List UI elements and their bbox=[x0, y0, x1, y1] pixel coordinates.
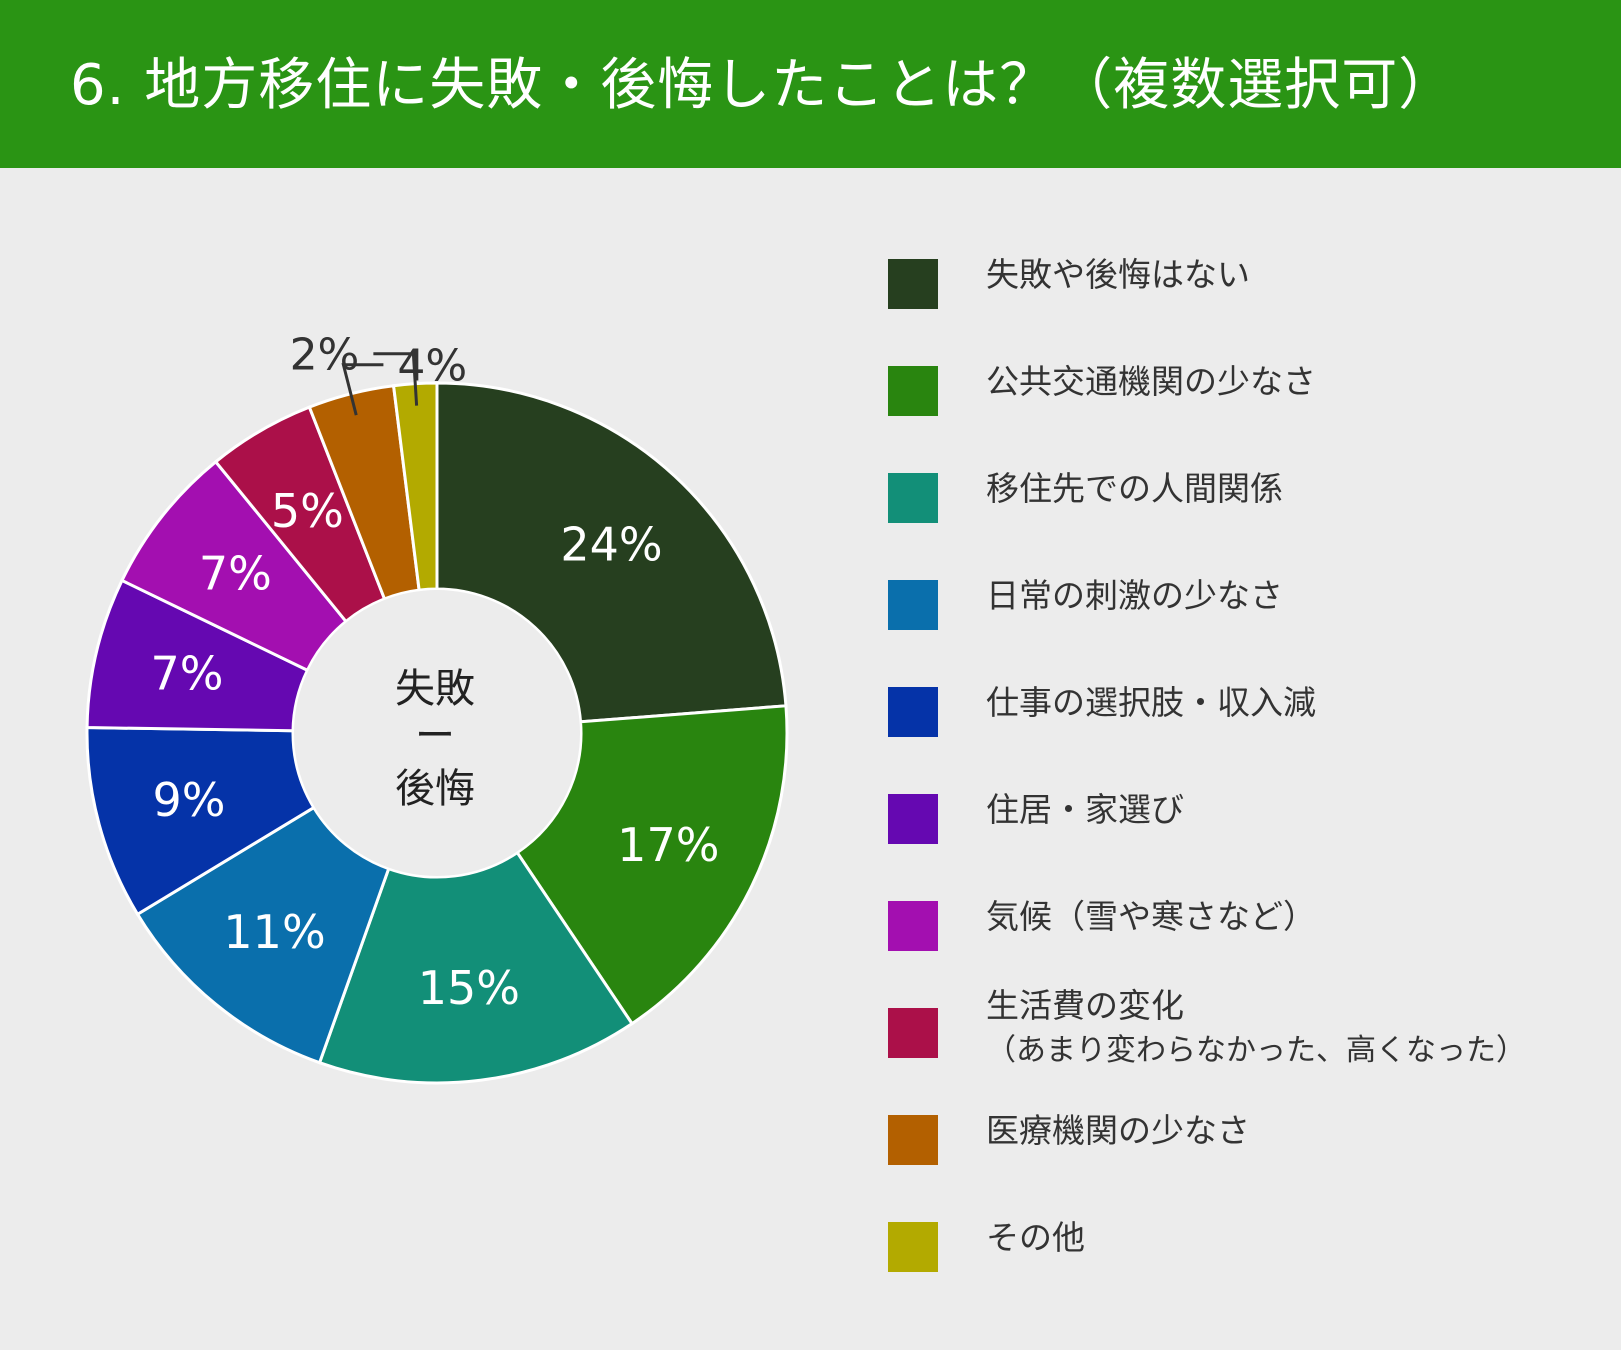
pie-slice-1 bbox=[435, 381, 788, 724]
slice-label-3: 15% bbox=[418, 961, 520, 1015]
legend-item: 気候（雪や寒さなど） bbox=[888, 897, 1588, 957]
legend-swatch bbox=[888, 901, 938, 951]
legend-label-note: （あまり変わらなかった、高くなった） bbox=[986, 1033, 1526, 1068]
legend-swatch bbox=[888, 366, 938, 416]
legend-label: 生活費の変化 bbox=[986, 986, 1184, 1025]
legend-swatch bbox=[888, 794, 938, 844]
legend-label: 失敗や後悔はない bbox=[986, 255, 1250, 294]
leader-line-9 bbox=[341, 363, 384, 416]
pie-slice-10 bbox=[391, 381, 439, 592]
slice-label-4: 11% bbox=[223, 905, 325, 959]
legend-label: 気候（雪や寒さなど） bbox=[986, 897, 1316, 936]
leader-line-10 bbox=[373, 352, 419, 406]
slice-label-7: 7% bbox=[199, 547, 272, 601]
pie-slice-3 bbox=[317, 850, 635, 1085]
legend-label: その他 bbox=[986, 1218, 1085, 1257]
header-bar: 6. 地方移住に失敗・後悔したことは？（複数選択可） bbox=[0, 0, 1621, 168]
legend-swatch bbox=[888, 259, 938, 309]
legend-item: 失敗や後悔はない bbox=[888, 255, 1588, 315]
slice-label-5: 9% bbox=[152, 773, 225, 827]
slice-label-8: 5% bbox=[271, 484, 344, 538]
legend-swatch bbox=[888, 687, 938, 737]
legend-label: 医療機関の少なさ bbox=[986, 1111, 1250, 1150]
pie-slice-2 bbox=[515, 704, 789, 1026]
legend-item: 生活費の変化 （あまり変わらなかった、高くなった） bbox=[888, 986, 1588, 1068]
legend-item: 医療機関の少なさ bbox=[888, 1111, 1588, 1171]
legend-swatch bbox=[888, 1222, 938, 1272]
legend-label: 日常の刺激の少なさ bbox=[986, 576, 1283, 615]
legend-label: 移住先での人間関係 bbox=[986, 469, 1283, 508]
slice-label-6: 7% bbox=[150, 647, 223, 701]
pie-slice-4 bbox=[135, 805, 391, 1065]
legend-swatch bbox=[888, 580, 938, 630]
legend-item: 移住先での人間関係 bbox=[888, 469, 1588, 529]
legend-swatch bbox=[888, 473, 938, 523]
legend-label: 仕事の選択肢・収入減 bbox=[986, 683, 1316, 722]
slice-label-1: 24% bbox=[560, 517, 662, 571]
legend-item: 住居・家選び bbox=[888, 790, 1588, 850]
legend-swatch bbox=[888, 1115, 938, 1165]
center-label-top: 失敗 bbox=[395, 666, 475, 712]
legend-item: 仕事の選択肢・収入減 bbox=[888, 683, 1588, 743]
legend-swatch bbox=[888, 1008, 938, 1058]
legend-item: 公共交通機関の少なさ bbox=[888, 362, 1588, 422]
legend-item: 日常の刺激の少なさ bbox=[888, 576, 1588, 636]
legend-label: 公共交通機関の少なさ bbox=[986, 362, 1316, 401]
legend-item: その他 bbox=[888, 1218, 1588, 1278]
center-label-dash: ー bbox=[415, 713, 455, 759]
slice-label-10: 2% bbox=[290, 330, 360, 381]
donut-hole bbox=[294, 590, 580, 876]
center-label-bottom: 後悔 bbox=[395, 766, 475, 812]
donut-chart: 24%17%15%11%9%7%7%5%4%2% bbox=[85, 330, 789, 1085]
slice-label-2: 17% bbox=[617, 818, 719, 872]
chart-title: 6. 地方移住に失敗・後悔したことは？（複数選択可） bbox=[70, 53, 1456, 118]
legend-label: 住居・家選び bbox=[986, 790, 1184, 829]
